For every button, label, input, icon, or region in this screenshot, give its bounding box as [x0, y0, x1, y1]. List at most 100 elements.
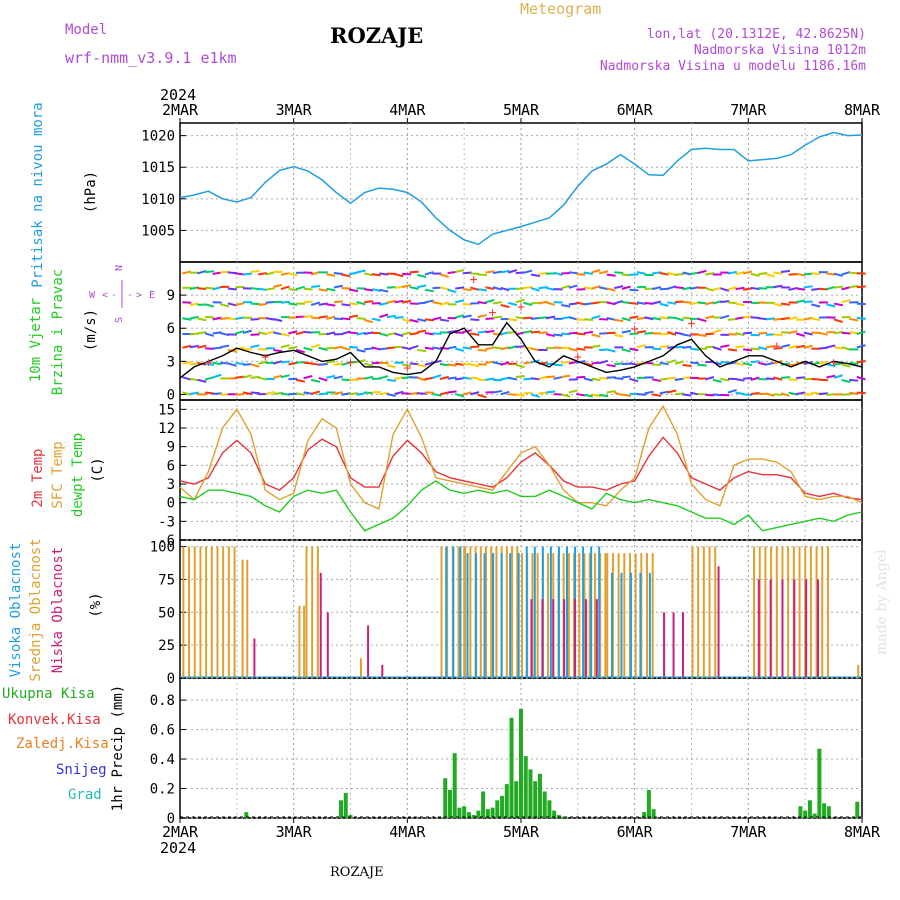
cloud-bar-mid: [464, 546, 467, 678]
wind-arrow: [689, 301, 700, 306]
cloud-bar-mid: [536, 553, 539, 678]
wind-arrow: [795, 287, 806, 291]
wind-arrow: [545, 315, 556, 320]
wind-arrow: [492, 332, 503, 336]
wind-arrow: [492, 270, 503, 275]
precip-bar: [855, 801, 860, 818]
wind-arrow: [402, 272, 412, 276]
wind-arrow: [727, 388, 737, 394]
wind-arrow: [629, 347, 639, 352]
wind-arrow: [204, 362, 215, 366]
wind-arrow: [849, 391, 859, 396]
wind-arrow: [409, 286, 419, 290]
wind-arrow: [303, 361, 313, 365]
wind-arrow: [409, 331, 419, 336]
wind-arrow: [288, 288, 298, 292]
cloud-bar-low: [530, 599, 533, 678]
wind-arrow: [682, 271, 692, 276]
wind-arrow: [424, 318, 434, 322]
wind-arrow: [500, 269, 510, 274]
cloud-bar-high: [648, 572, 651, 678]
cloud-bar-mid: [521, 553, 523, 678]
y-tick-label: 100: [150, 540, 175, 556]
panels: 1005 1010 1015 1020 0 3 6 9 + + + + + + + + + + + + -6 -3 0 3 6 9…: [141, 122, 866, 827]
wind-arrow: [424, 332, 434, 336]
precip-bar: [504, 784, 509, 818]
wind-arrow: [849, 361, 859, 365]
wind-arrow: [333, 284, 343, 289]
dewpt-axis-title: dewpt Temp: [70, 433, 86, 517]
wind-arrow: [826, 363, 836, 368]
wind-arrow: [523, 377, 533, 381]
cloud-bar-mid: [193, 546, 196, 678]
precip-bar: [471, 815, 476, 818]
wind-arrow: [318, 346, 328, 351]
wind-arrow: [485, 299, 495, 304]
wind-arrow: [212, 373, 222, 379]
wind-arrow: [553, 346, 563, 349]
wind-arrow: [303, 346, 313, 352]
wind-arrow: [742, 287, 753, 291]
time-label-bottom: 4MAR: [389, 823, 426, 841]
wind-arrow: [614, 299, 624, 305]
wind-arrow: [409, 344, 419, 350]
wind-arrow: [636, 344, 647, 349]
wind-arrow: [462, 376, 472, 380]
wind-arrow: [780, 392, 790, 397]
wind-arrow: [568, 316, 578, 321]
wind-arrow: [515, 345, 525, 349]
wind-arrow: [667, 301, 677, 305]
gust-marker: +: [574, 350, 582, 365]
cloud-bar-mid: [697, 546, 700, 678]
wind-arrow: [523, 346, 533, 350]
y-tick-label: 6: [167, 321, 175, 337]
wind-arrow: [439, 346, 450, 350]
year-label-top: 2024: [160, 86, 196, 104]
wind-arrow: [508, 318, 518, 322]
cloud-bar-low: [717, 566, 720, 678]
wind-arrow: [364, 331, 374, 336]
wind-arrow: [477, 393, 487, 399]
compass-glyph: W: [89, 290, 96, 301]
precip-bar: [519, 708, 523, 818]
temp-line-sfc: [179, 404, 863, 510]
wind-arrow: [220, 344, 230, 349]
wind-arrow: [250, 344, 260, 349]
y-tick-label: 75: [158, 572, 175, 588]
wind-arrow: [394, 316, 404, 320]
wind-arrow: [591, 333, 601, 338]
wind-arrow: [311, 362, 321, 366]
wind-arrow: [856, 330, 866, 335]
wind-arrow: [689, 347, 700, 351]
wind-arrow: [561, 332, 571, 336]
precip-legend-item: Ukupna Kisa: [2, 686, 95, 702]
wind-arrow: [545, 333, 556, 338]
wind-arrow: [651, 378, 662, 383]
wind-arrow: [712, 329, 722, 334]
cloud-bar-mid: [588, 553, 591, 678]
cloud-bar-high: [610, 572, 613, 678]
cloud-bar-low: [817, 579, 820, 678]
wind-arrow: [818, 392, 828, 396]
wind-arrow: [803, 344, 813, 349]
wind-arrow: [364, 375, 374, 380]
wind-arrow: [250, 391, 260, 395]
wind-arrow: [606, 376, 616, 379]
wind-arrow: [667, 331, 677, 336]
wind-arrow: [280, 360, 290, 364]
wind-arrow: [727, 301, 738, 305]
wind-arrow: [379, 375, 389, 380]
wind-arrow: [546, 375, 556, 379]
wind-arrow: [720, 314, 730, 320]
wind-arrow: [500, 346, 510, 351]
cloud-bar-mid: [578, 553, 581, 678]
precip-bar: [452, 753, 457, 818]
cloud-bar-mid: [634, 553, 637, 678]
cloud-bar-mid: [775, 546, 778, 678]
wind-arrow: [364, 300, 374, 304]
wind-arrow: [826, 285, 836, 291]
wind-arrow: [235, 316, 245, 321]
cloud-bar-low: [757, 579, 760, 678]
wind-arrow: [659, 287, 669, 291]
wind-arrow: [265, 330, 275, 335]
